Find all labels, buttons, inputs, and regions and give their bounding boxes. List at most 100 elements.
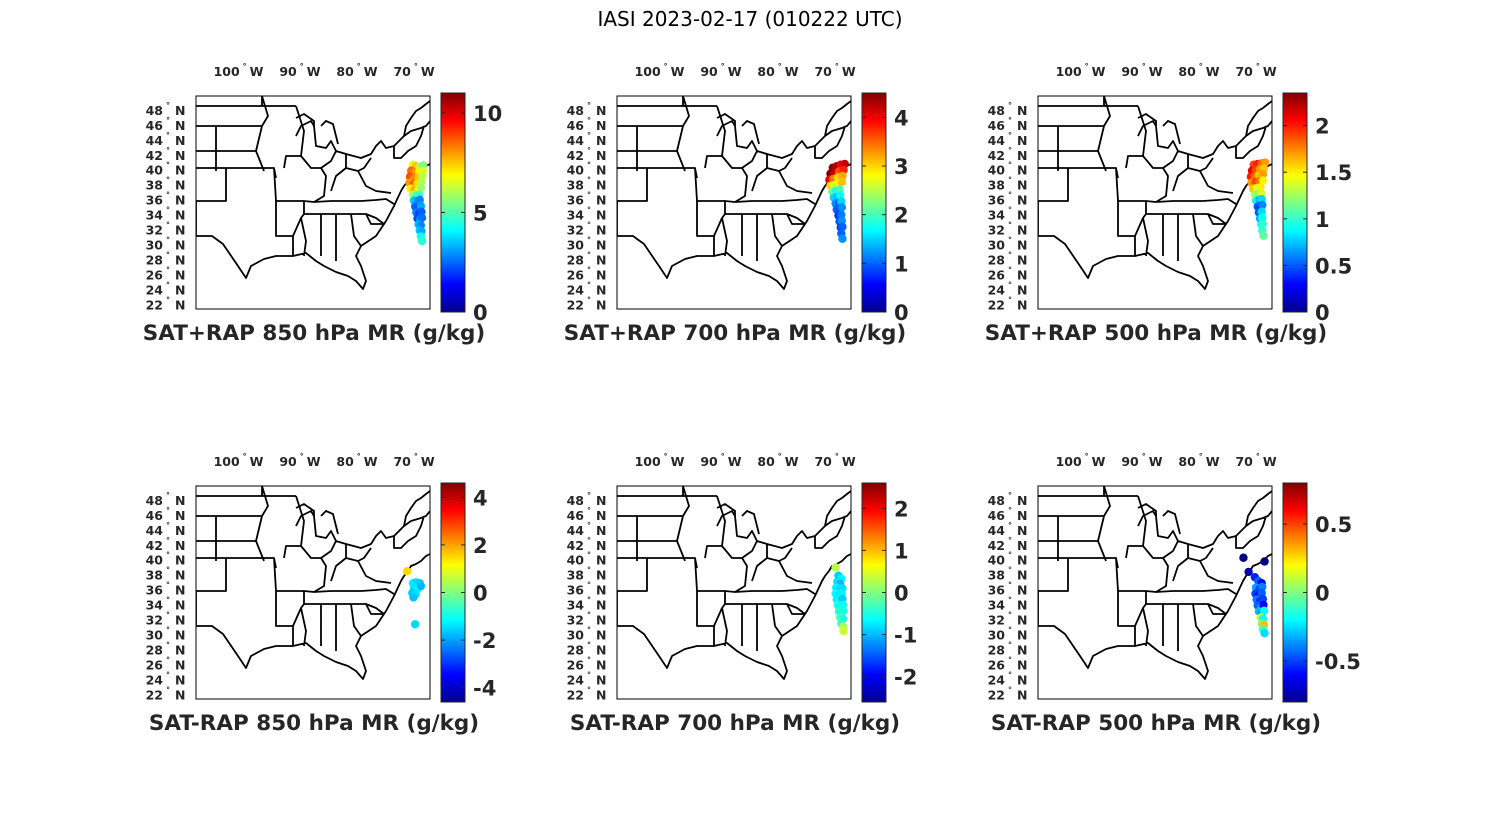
lat-tick-label: 32 (567, 223, 584, 238)
lat-tick-label: 36 (567, 583, 585, 598)
data-point (838, 234, 847, 243)
lat-hemisphere: N (596, 508, 606, 523)
observation-points (402, 567, 426, 629)
lat-hemisphere: N (596, 223, 606, 238)
lat-hemisphere: N (175, 568, 185, 583)
lat-tick-label: 38 (988, 568, 1005, 583)
lat-tick-label: 26 (567, 267, 585, 282)
lon-tick-label: 90 (700, 454, 718, 469)
lat-hemisphere: N (596, 267, 606, 282)
degree-mark: ° (166, 536, 170, 545)
lat-tick-label: 42 (988, 148, 1005, 163)
degree-mark: ° (414, 452, 418, 461)
lat-tick-label: 38 (988, 178, 1005, 193)
lon-hemisphere: W (250, 64, 264, 79)
colorbar-tick-label: 0 (473, 301, 488, 325)
lat-hemisphere: N (596, 613, 606, 628)
lat-tick-label: 38 (567, 178, 584, 193)
degree-mark: ° (1008, 625, 1012, 634)
lat-tick-label: 22 (567, 687, 584, 702)
lat-tick-label: 28 (146, 252, 163, 267)
lat-tick-label: 42 (988, 538, 1005, 553)
degree-mark: ° (166, 280, 170, 289)
lat-tick-label: 42 (567, 148, 584, 163)
map-border (616, 485, 852, 700)
lat-tick-label: 22 (988, 297, 1005, 312)
lon-hemisphere: W (1149, 454, 1163, 469)
degree-mark: ° (166, 685, 170, 694)
lon-hemisphere: W (1206, 454, 1220, 469)
degree-mark: ° (1008, 536, 1012, 545)
colorbar-tick-label: 0 (894, 582, 909, 606)
degree-mark: ° (587, 551, 591, 560)
lat-hemisphere: N (1017, 508, 1027, 523)
colorbar (440, 92, 466, 313)
lon-tick-label: 70 (814, 64, 832, 79)
lat-hemisphere: N (596, 103, 606, 118)
lat-hemisphere: N (596, 282, 606, 297)
lat-hemisphere: N (1017, 118, 1027, 133)
degree-mark: ° (587, 101, 591, 110)
degree-mark: ° (166, 176, 170, 185)
lat-tick-label: 36 (146, 193, 164, 208)
lat-hemisphere: N (1017, 148, 1027, 163)
map-panel-1: 100 ° W 90 ° W 80 ° W 70 ° W48 ° N46 ° N44 ° N42 ° N40 ° N38 °… (143, 62, 502, 346)
data-point (837, 177, 847, 187)
data-point (1259, 231, 1268, 240)
degree-mark: ° (587, 235, 591, 244)
lat-tick-label: 44 (146, 133, 164, 148)
data-point (839, 606, 848, 616)
degree-mark: ° (587, 625, 591, 634)
lat-tick-label: 32 (988, 223, 1005, 238)
colorbar-tick-label: 5 (473, 201, 488, 225)
lat-hemisphere: N (175, 657, 185, 672)
lat-tick-label: 46 (146, 508, 164, 523)
data-point (410, 620, 420, 629)
lat-hemisphere: N (596, 133, 606, 148)
map-border (616, 95, 852, 310)
lat-hemisphere: N (1017, 568, 1027, 583)
lat-hemisphere: N (1017, 657, 1027, 672)
lat-hemisphere: N (1017, 223, 1027, 238)
degree-mark: ° (1008, 250, 1012, 259)
degree-mark: ° (778, 62, 782, 71)
lat-tick-label: 42 (146, 148, 163, 163)
degree-mark: ° (1008, 176, 1012, 185)
lat-tick-label: 44 (988, 133, 1006, 148)
lon-tick-label: 100 (1056, 64, 1082, 79)
lat-tick-label: 28 (567, 642, 584, 657)
degree-mark: ° (243, 452, 247, 461)
lon-tick-label: 70 (393, 454, 411, 469)
map-panel-6: 100 ° W 90 ° W 80 ° W 70 ° W48 ° N46 ° N44 ° N42 ° N40 ° N38 °… (988, 452, 1361, 736)
lat-tick-label: 46 (988, 508, 1006, 523)
lat-tick-label: 46 (146, 118, 164, 133)
data-point (1258, 200, 1267, 210)
degree-mark: ° (1199, 62, 1203, 71)
degree-mark: ° (1008, 206, 1012, 215)
lat-tick-label: 24 (146, 282, 164, 297)
lat-tick-label: 26 (146, 267, 164, 282)
data-point (1258, 176, 1268, 185)
data-point (416, 581, 426, 591)
degree-mark: ° (587, 491, 591, 500)
lat-hemisphere: N (175, 687, 185, 702)
degree-mark: ° (1008, 265, 1012, 274)
colorbar-tick-label: 1.5 (1315, 161, 1352, 185)
degree-mark: ° (1008, 280, 1012, 289)
figure-title: IASI 2023-02-17 (010222 UTC) (597, 7, 903, 31)
lat-hemisphere: N (596, 538, 606, 553)
degree-mark: ° (300, 452, 304, 461)
colorbar (1282, 92, 1308, 313)
lat-tick-label: 24 (567, 672, 585, 687)
degree-mark: ° (721, 452, 725, 461)
degree-mark: ° (587, 521, 591, 530)
lat-hemisphere: N (175, 672, 185, 687)
degree-mark: ° (778, 452, 782, 461)
lon-tick-label: 100 (1056, 454, 1082, 469)
observation-points (825, 159, 849, 243)
colorbar-tick-label: -2 (894, 666, 917, 690)
lat-tick-label: 30 (146, 237, 164, 252)
lat-hemisphere: N (175, 103, 185, 118)
degree-mark: ° (1008, 221, 1012, 230)
lon-hemisphere: W (1092, 64, 1106, 79)
